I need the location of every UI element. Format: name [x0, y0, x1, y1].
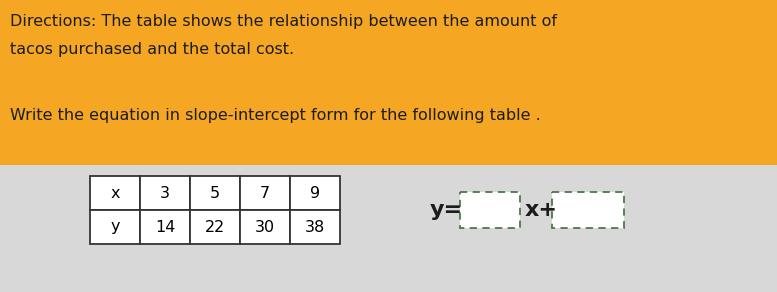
Text: x+: x+ [525, 200, 558, 220]
Bar [0, 165, 777, 292]
Bar [290, 176, 340, 210]
Bar [552, 192, 624, 228]
Text: 14: 14 [155, 220, 175, 234]
Text: 5: 5 [210, 185, 220, 201]
Bar [240, 176, 290, 210]
Bar [190, 210, 240, 244]
Text: 38: 38 [305, 220, 325, 234]
Text: 3: 3 [160, 185, 170, 201]
Text: 7: 7 [260, 185, 270, 201]
Text: 9: 9 [310, 185, 320, 201]
Bar [0, 0, 777, 165]
Bar [90, 176, 140, 210]
Text: Write the equation in slope-intercept form for the following table .: Write the equation in slope-intercept fo… [10, 108, 541, 123]
Bar [290, 210, 340, 244]
Text: y=: y= [430, 200, 463, 220]
Text: tacos purchased and the total cost.: tacos purchased and the total cost. [10, 42, 294, 57]
Text: 22: 22 [205, 220, 225, 234]
Bar [90, 210, 140, 244]
Text: Directions: The table shows the relationship between the amount of: Directions: The table shows the relation… [10, 14, 557, 29]
Bar [140, 210, 190, 244]
Text: x: x [110, 185, 120, 201]
Bar [240, 210, 290, 244]
Bar [460, 192, 520, 228]
Text: y: y [110, 220, 120, 234]
Text: 30: 30 [255, 220, 275, 234]
Bar [140, 176, 190, 210]
Bar [190, 176, 240, 210]
